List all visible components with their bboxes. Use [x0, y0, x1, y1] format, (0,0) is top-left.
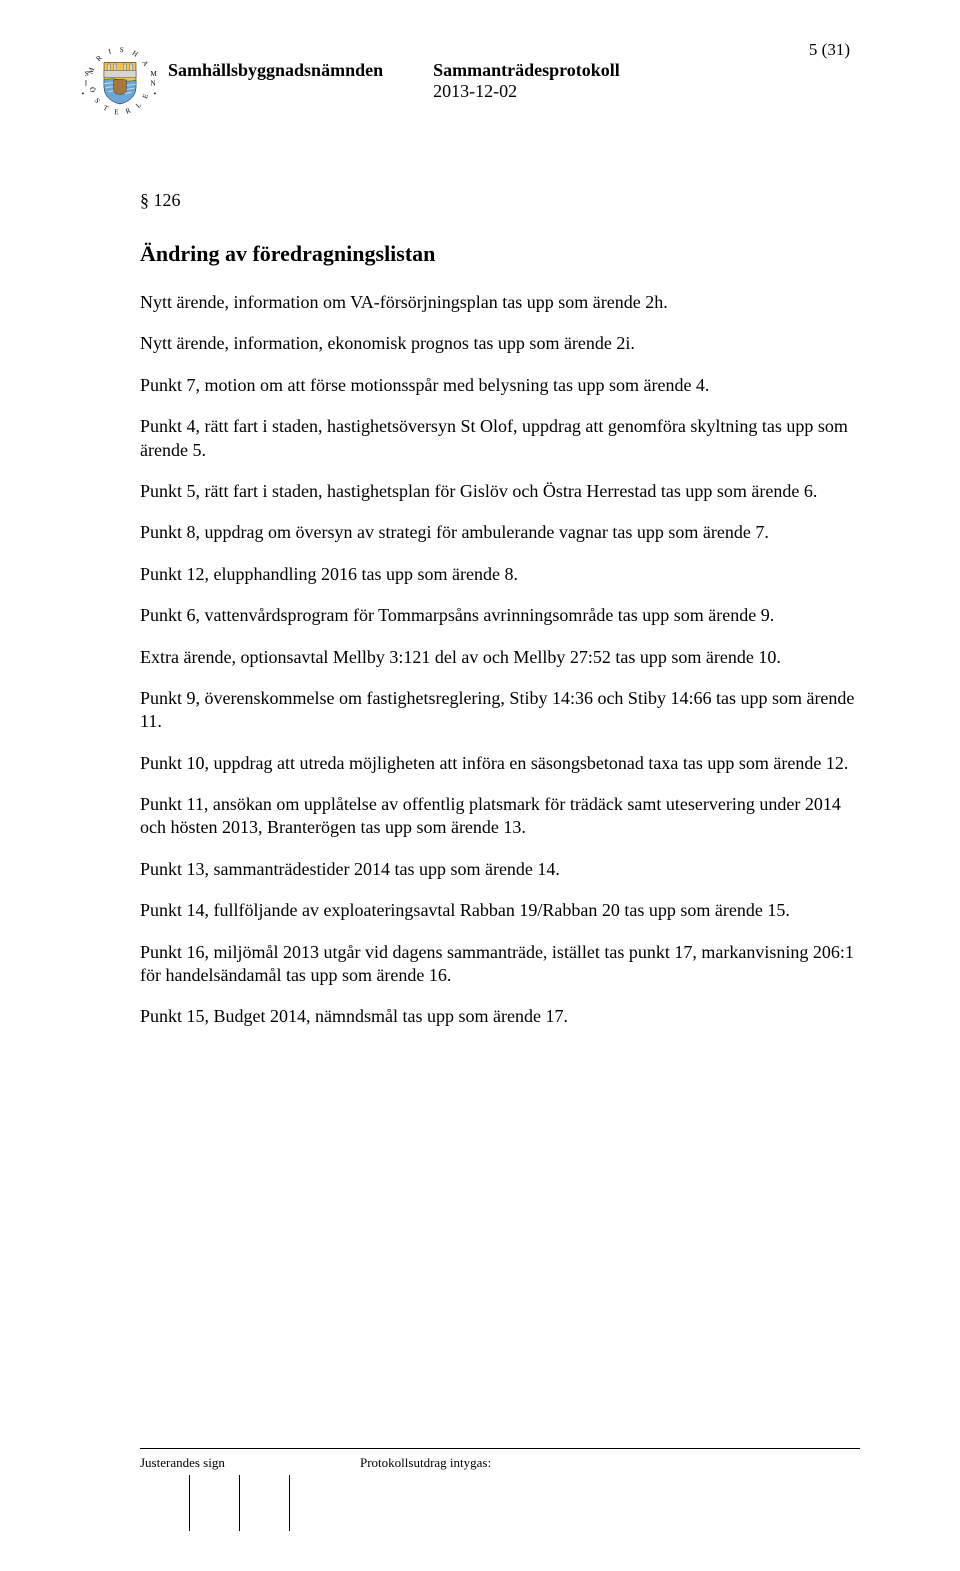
footer-attest-label: Protokollsutdrag intygas: [360, 1455, 860, 1531]
footer-divider [140, 1448, 860, 1449]
paragraph: Punkt 5, rätt fart i staden, hastighetsp… [140, 480, 860, 503]
paragraph: Punkt 10, uppdrag att utreda möjligheten… [140, 752, 860, 775]
signature-box [190, 1475, 240, 1531]
document-header: M R I S H A S I M N • • Ö S T E R L E [140, 60, 860, 120]
page-number: 5 (31) [809, 40, 850, 60]
crest-text-s: S [85, 70, 89, 78]
paragraph: Punkt 4, rätt fart i staden, hastighetsö… [140, 415, 860, 462]
paragraph: Punkt 16, miljömål 2013 utgår vid dagens… [140, 941, 860, 988]
paragraph: Nytt ärende, information, ekonomisk prog… [140, 332, 860, 355]
page-footer: Justerandes sign Protokollsutdrag intyga… [140, 1448, 860, 1531]
crest-text-n: N [150, 80, 156, 88]
paragraph: Punkt 15, Budget 2014, nämndsmål tas upp… [140, 1005, 860, 1028]
paragraph: Punkt 6, vattenvårdsprogram för Tommarps… [140, 604, 860, 627]
paragraph: Punkt 7, motion om att förse motionsspår… [140, 374, 860, 397]
paragraph: Nytt ärende, information om VA-försörjni… [140, 291, 860, 314]
crest-dot-left: • [82, 90, 85, 98]
crest-text-m: M [150, 70, 157, 78]
crest-text-i: I [85, 80, 88, 88]
shield-boat [114, 79, 127, 94]
signature-box [240, 1475, 290, 1531]
paragraph: Punkt 12, elupphandling 2016 tas upp som… [140, 563, 860, 586]
paragraph: Punkt 11, ansökan om upplåtelse av offen… [140, 793, 860, 840]
paragraph: Extra ärende, optionsavtal Mellby 3:121 … [140, 646, 860, 669]
committee-name: Samhällsbyggnadsnämnden [168, 60, 383, 81]
document-title: Ändring av föredragningslistan [140, 241, 860, 267]
paragraph: Punkt 14, fullföljande av exploateringsa… [140, 899, 860, 922]
paragraph: Punkt 9, överenskommelse om fastighetsre… [140, 687, 860, 734]
shield-wall [104, 70, 136, 77]
paragraph: Punkt 13, sammanträdestider 2014 tas upp… [140, 858, 860, 881]
section-number: § 126 [140, 190, 860, 211]
signature-boxes [140, 1475, 360, 1531]
municipal-crest-icon: M R I S H A S I M N • • Ö S T E R L E [80, 40, 160, 120]
document-date: 2013-12-02 [433, 81, 620, 102]
paragraph: Punkt 8, uppdrag om översyn av strategi … [140, 521, 860, 544]
crest-dot-right: • [154, 90, 157, 98]
footer-sign-label: Justerandes sign [140, 1455, 225, 1470]
signature-box [140, 1475, 190, 1531]
document-type: Sammanträdesprotokoll [433, 60, 620, 81]
